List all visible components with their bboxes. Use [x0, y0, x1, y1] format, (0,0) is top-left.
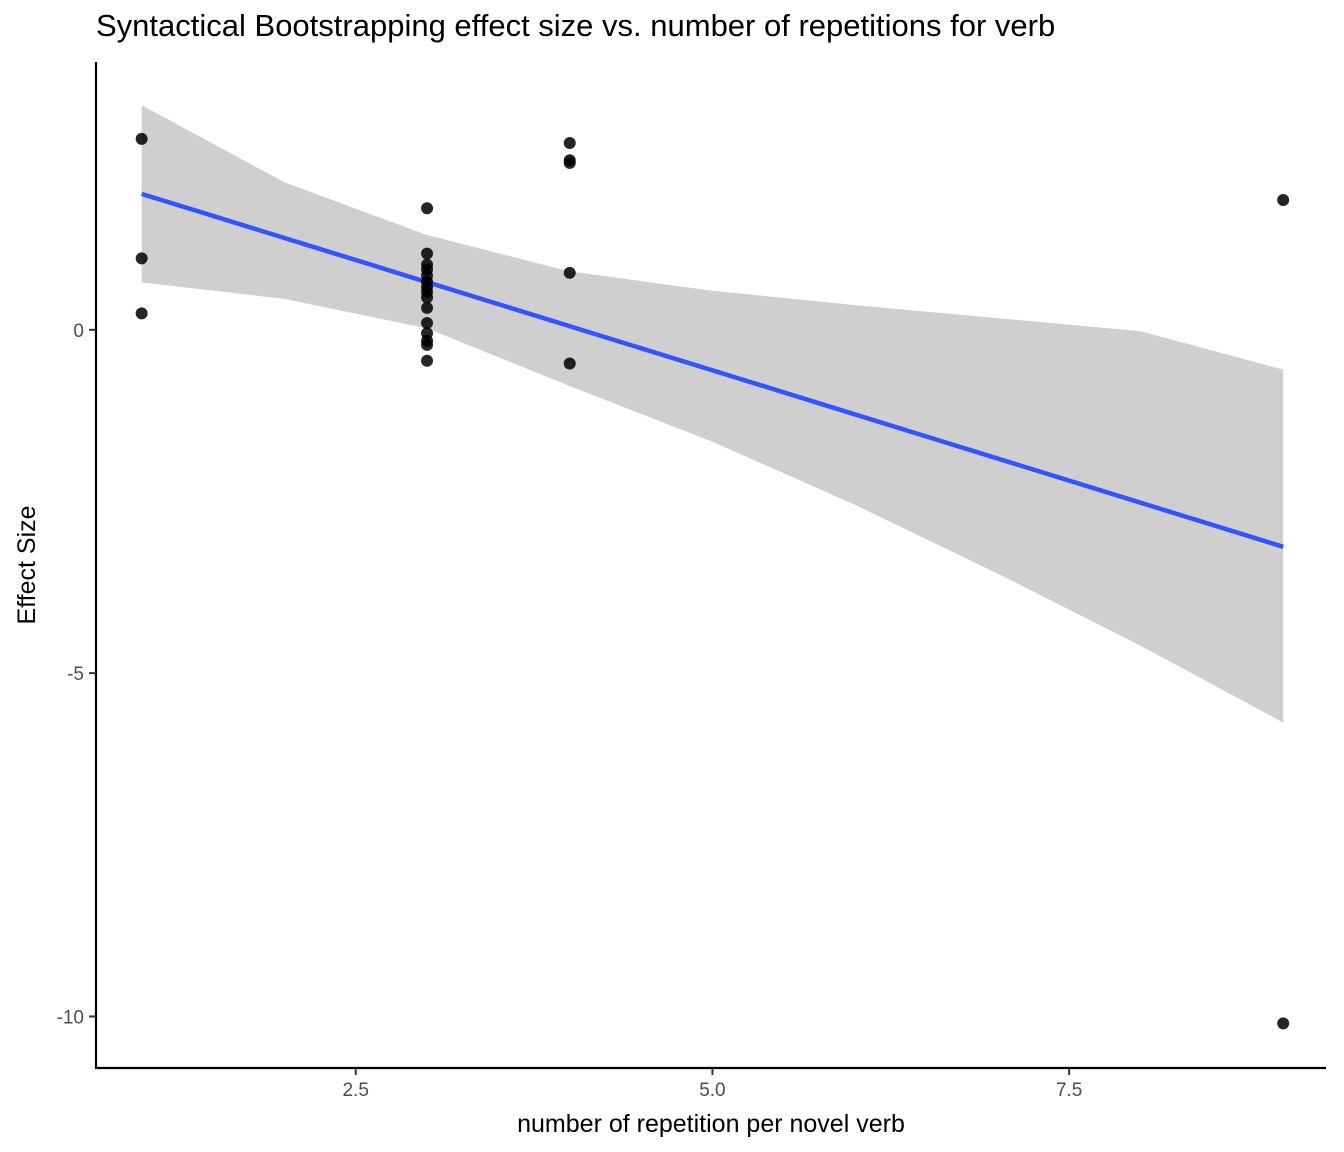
- data-point: [1277, 1017, 1290, 1030]
- y-axis-title: Effect Size: [13, 505, 41, 624]
- data-point: [421, 202, 434, 215]
- data-point: [421, 247, 434, 260]
- regression-line: [140, 191, 1284, 549]
- y-tick-label: 0: [73, 321, 84, 342]
- confidence-band: [141, 105, 1284, 723]
- data-points-layer: [135, 132, 1290, 1030]
- x-axis-title: number of repetition per novel verb: [517, 1110, 905, 1138]
- confidence-band-layer: [141, 105, 1284, 723]
- data-point: [1277, 194, 1290, 207]
- chart-title: Syntactical Bootstrapping effect size vs…: [96, 8, 1056, 43]
- y-tick-label: -10: [57, 1007, 84, 1028]
- fit-line-layer: [140, 191, 1284, 549]
- data-point: [421, 316, 434, 329]
- data-point: [421, 291, 434, 304]
- data-point: [563, 156, 576, 169]
- data-point: [421, 354, 434, 367]
- data-point: [421, 301, 434, 314]
- axes: [94, 62, 1326, 1070]
- data-point: [135, 252, 148, 265]
- y-tick-label: -5: [67, 664, 84, 685]
- x-tick-label: 7.5: [1056, 1080, 1082, 1101]
- data-point: [563, 357, 576, 370]
- data-point: [563, 266, 576, 279]
- x-tick-label: 5.0: [699, 1080, 725, 1101]
- data-point: [135, 307, 148, 320]
- data-point: [563, 137, 576, 150]
- x-tick-label: 2.5: [342, 1080, 368, 1101]
- data-point: [421, 338, 434, 351]
- data-point: [135, 132, 148, 145]
- ticks-layer: 2.5 5.0 7.5 0 -5 -10: [57, 321, 1083, 1101]
